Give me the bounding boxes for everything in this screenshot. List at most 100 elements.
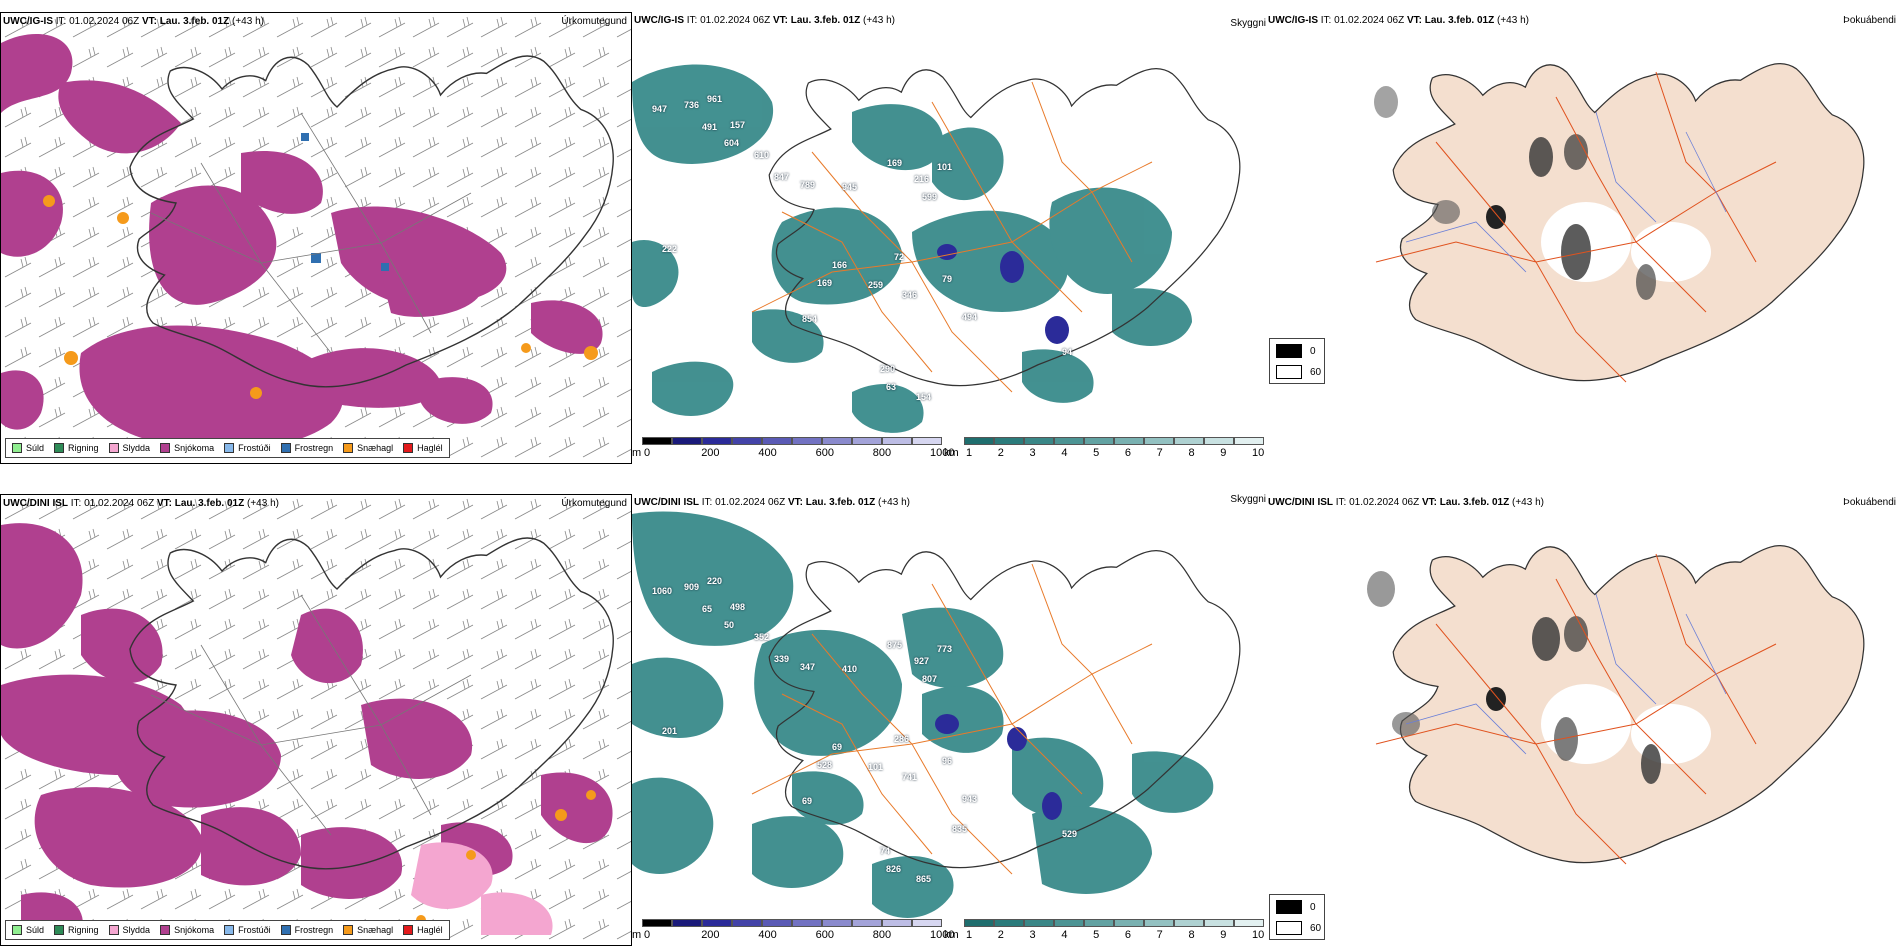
visibility-value-label: 72 bbox=[894, 252, 905, 262]
visibility-value-label: 491 bbox=[702, 122, 718, 132]
visibility-value-label: 169 bbox=[887, 158, 903, 168]
legend-item-frostúði: Frostúði bbox=[224, 925, 271, 935]
visibility-value-label: 947 bbox=[652, 104, 668, 114]
visibility-value-label: 604 bbox=[724, 138, 740, 148]
colorbar-tick: 9 bbox=[1220, 929, 1227, 941]
colorbar-tick: 5 bbox=[1093, 929, 1100, 941]
legend-item-frostúði: Frostúði bbox=[224, 443, 271, 453]
colorbar-segment bbox=[642, 437, 672, 445]
legend-swatch bbox=[108, 925, 119, 935]
precip-panel-igis: UWC/IG-IS IT: 01.02.2024 06Z VT: Lau. 3.… bbox=[0, 12, 632, 464]
panel-title: UWC/DINI ISL IT: 01.02.2024 06Z VT: Lau.… bbox=[3, 498, 279, 509]
colorbar-tick: 4 bbox=[1061, 447, 1068, 459]
visibility-value-label: 927 bbox=[914, 656, 930, 666]
precip-panel-dini: UWC/DINI ISL IT: 01.02.2024 06Z VT: Lau.… bbox=[0, 494, 632, 946]
visibility-value-label: 222 bbox=[662, 244, 678, 254]
colorbar-tick: 7 bbox=[1156, 929, 1163, 941]
colorbar-tick: 2 bbox=[997, 929, 1004, 941]
colorbar-segment bbox=[1174, 437, 1204, 445]
legend-label: Snæhagl bbox=[357, 925, 394, 935]
fog-legend-item: 60 bbox=[1276, 365, 1321, 379]
visibility-value-label: 201 bbox=[662, 726, 678, 736]
legend-item-snjókoma: Snjókoma bbox=[160, 925, 214, 935]
legend-label: Snjókoma bbox=[174, 925, 215, 935]
legend-swatch bbox=[280, 443, 291, 453]
colorbar-segment bbox=[762, 919, 792, 927]
colorbar-tick: 8 bbox=[1188, 447, 1195, 459]
visibility-value-label: 154 bbox=[916, 392, 932, 402]
precip-legend: Súld Rigning Slydda Snjókoma Frostúði Frostre… bbox=[5, 920, 450, 940]
colorbar-tick: 600 bbox=[815, 447, 834, 459]
legend-item-snæhagl: Snæhagl bbox=[343, 925, 393, 935]
fog-legend: 0 60 bbox=[1269, 894, 1325, 940]
legend-item-súld: Súld bbox=[12, 443, 44, 453]
colorbar-segment bbox=[792, 437, 822, 445]
colorbar-segment bbox=[792, 919, 822, 927]
colorbar-segment bbox=[1114, 919, 1144, 927]
legend-label: Súld bbox=[26, 443, 45, 453]
legend-label: 0 bbox=[1310, 901, 1316, 913]
colorbar-tick: 8 bbox=[1188, 929, 1195, 941]
legend-label: 60 bbox=[1310, 366, 1322, 378]
precip-map bbox=[1, 495, 631, 945]
colorbar-segment bbox=[642, 919, 672, 927]
visibility-value-label: 352 bbox=[754, 632, 770, 642]
panel-title: UWC/DINI ISL IT: 01.02.2024 06Z VT: Lau.… bbox=[634, 497, 910, 508]
visibility-value-label: 259 bbox=[868, 280, 884, 290]
colorbar-segment bbox=[1144, 437, 1174, 445]
fog-map bbox=[1367, 544, 1865, 865]
snow-areas bbox=[1, 34, 603, 449]
panel-variable: Þokuábendi bbox=[1843, 15, 1896, 26]
panel-variable: Skyggni bbox=[1230, 494, 1266, 505]
colorbar-segment bbox=[1144, 919, 1174, 927]
visibility-value-label: 157 bbox=[730, 120, 746, 130]
visibility-value-label: 909 bbox=[684, 582, 700, 592]
legend-swatch bbox=[160, 443, 171, 453]
colorbar-tick: 7 bbox=[1156, 447, 1163, 459]
visibility-value-label: 773 bbox=[937, 644, 953, 654]
colorbar-segment bbox=[732, 919, 762, 927]
legend-item-frostregn: Frostregn bbox=[280, 443, 334, 453]
legend-item-súld: Súld bbox=[12, 925, 44, 935]
colorbar-segment bbox=[912, 437, 942, 445]
colorbar-segment bbox=[1084, 919, 1114, 927]
visibility-map bbox=[632, 64, 1241, 433]
river-network bbox=[1405, 111, 1727, 273]
fog-map bbox=[1374, 62, 1865, 383]
visibility-value-label: 74 bbox=[880, 846, 891, 856]
colorbar-tick: 10 bbox=[1252, 929, 1265, 941]
legend-swatch bbox=[1276, 900, 1302, 914]
legend-swatch bbox=[160, 925, 171, 935]
colorbar-tick: m bbox=[632, 929, 642, 941]
fog-legend-item: 60 bbox=[1276, 921, 1321, 935]
visibility-value-label: 216 bbox=[914, 174, 930, 184]
colorbar-segment bbox=[1024, 919, 1054, 927]
visibility-value-label: 410 bbox=[842, 664, 858, 674]
colorbar-segment bbox=[1234, 437, 1264, 445]
visibility-value-label: 529 bbox=[1062, 829, 1078, 839]
low-visibility-areas bbox=[632, 511, 1214, 918]
colorbar-tick: 400 bbox=[758, 447, 777, 459]
fog-legend: 0 60 bbox=[1269, 338, 1325, 384]
visibility-value-label: 63 bbox=[886, 382, 897, 392]
visibility-value-label: 347 bbox=[800, 662, 816, 672]
colorbar-segment bbox=[822, 437, 852, 445]
colorbar-tick: 6 bbox=[1124, 447, 1131, 459]
colorbar-segment bbox=[702, 919, 732, 927]
colorbar-segment bbox=[964, 437, 994, 445]
panel-variable: Skyggni bbox=[1230, 18, 1266, 29]
colorbar-segment bbox=[1204, 437, 1234, 445]
visibility-panel-igis: UWC/IG-IS IT: 01.02.2024 06Z VT: Lau. 3.… bbox=[632, 12, 1266, 464]
visibility-value-label: 220 bbox=[707, 576, 723, 586]
panel-title: UWC/IG-IS IT: 01.02.2024 06Z VT: Lau. 3.… bbox=[3, 16, 264, 27]
legend-item-snjókoma: Snjókoma bbox=[160, 443, 214, 453]
colorbar-segment bbox=[1084, 437, 1114, 445]
legend-swatch bbox=[1276, 365, 1302, 379]
visibility-value-label: 610 bbox=[754, 150, 770, 160]
freezing-rain-areas bbox=[301, 133, 389, 271]
visibility-value-label: 50 bbox=[724, 620, 735, 630]
colorbar-segment bbox=[994, 437, 1024, 445]
legend-label: Frostregn bbox=[294, 443, 334, 453]
road-network bbox=[150, 112, 472, 354]
road-network bbox=[751, 81, 1153, 393]
